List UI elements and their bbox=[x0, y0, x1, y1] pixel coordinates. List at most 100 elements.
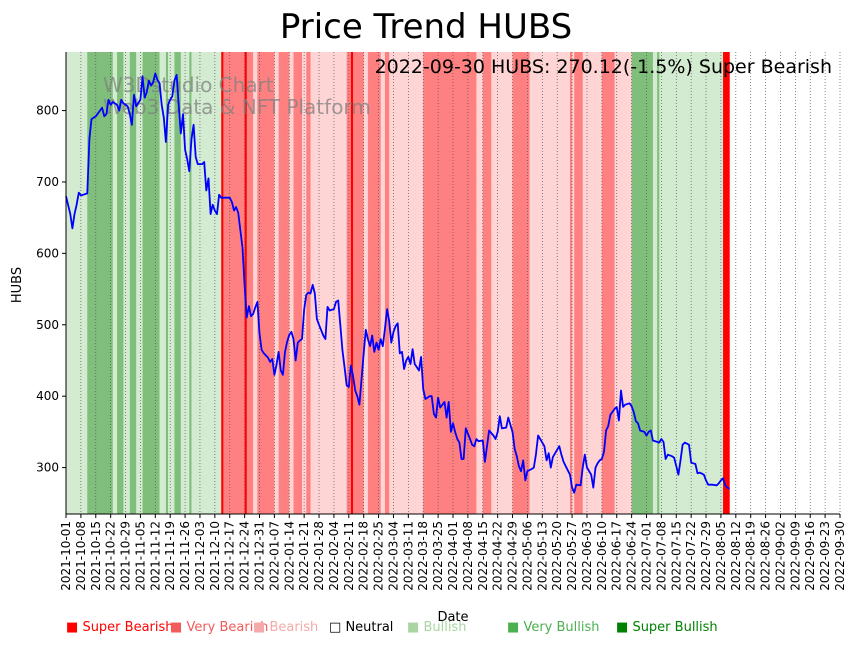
regime-band-bullish bbox=[66, 52, 88, 514]
x-tick-label: 2021-10-22 bbox=[104, 521, 118, 591]
regime-band-bearish bbox=[389, 52, 424, 514]
regime-band-very-bullish bbox=[142, 52, 160, 514]
x-tick-label: 2022-01-14 bbox=[282, 521, 296, 591]
regime-band-bearish bbox=[289, 52, 294, 514]
legend-super-bullish: ■ Super Bullish bbox=[616, 620, 718, 635]
legend-label: Bullish bbox=[423, 620, 467, 635]
regime-band-very-bearish bbox=[512, 52, 530, 514]
regime-band-bullish bbox=[136, 52, 143, 514]
x-tick-label: 2022-03-11 bbox=[401, 521, 415, 591]
x-tick-label: 2021-12-17 bbox=[223, 521, 237, 591]
x-tick-label: 2021-11-12 bbox=[148, 521, 162, 591]
legend-neutral: □ Neutral bbox=[329, 620, 393, 635]
legend-swatch-icon: □ bbox=[329, 620, 342, 635]
x-tick-label: 2022-07-08 bbox=[654, 521, 668, 591]
latest-price-annotation: 2022-09-30 HUBS: 270.12(-1.5%) Super Bea… bbox=[375, 56, 832, 78]
regime-band-bullish bbox=[159, 52, 167, 514]
watermark-line-2: Web3 Data & NFT Platform bbox=[103, 95, 371, 119]
regime-band-very-bearish bbox=[223, 52, 245, 514]
regime-band-bullish bbox=[168, 52, 175, 514]
legend-label: Neutral bbox=[345, 620, 394, 635]
x-tick-label: 2021-12-10 bbox=[208, 521, 222, 591]
x-tick-label: 2022-09-02 bbox=[773, 521, 787, 591]
x-tick-label: 2022-04-22 bbox=[491, 521, 505, 591]
x-tick-label: 2021-11-19 bbox=[163, 521, 177, 591]
regime-band-very-bearish bbox=[423, 52, 477, 514]
x-tick-label: 2022-08-26 bbox=[759, 521, 773, 591]
x-tick-label: 2022-08-05 bbox=[714, 521, 728, 591]
legend-very-bearish: ■ Very Bearish bbox=[170, 620, 268, 635]
legend-swatch-icon: ■ bbox=[253, 620, 266, 635]
x-tick-label: 2022-03-04 bbox=[386, 521, 400, 591]
regime-band-very-bullish bbox=[129, 52, 137, 514]
regime-bands bbox=[66, 52, 730, 514]
x-tick-label: 2022-09-09 bbox=[788, 521, 802, 591]
regime-band-bearish bbox=[529, 52, 571, 514]
legend-very-bullish: ■ Very Bullish bbox=[507, 620, 600, 635]
y-tick-label: 500 bbox=[36, 318, 59, 332]
x-tick-label: 2021-10-08 bbox=[74, 521, 88, 591]
x-tick-label: 2022-03-25 bbox=[431, 521, 445, 591]
regime-band-very-bullish bbox=[117, 52, 124, 514]
regime-band-super-bearish bbox=[350, 52, 354, 514]
chart-title: Price Trend HUBS bbox=[280, 7, 572, 47]
x-tick-label: 2022-06-10 bbox=[595, 521, 609, 591]
regime-band-very-bullish bbox=[174, 52, 182, 514]
y-tick-label: 800 bbox=[36, 104, 59, 118]
x-tick-label: 2022-06-24 bbox=[625, 521, 639, 591]
watermark-line-1: W3Dstudio Chart bbox=[103, 73, 274, 97]
legend-swatch-icon: ■ bbox=[507, 620, 520, 635]
x-tick-label: 2021-10-29 bbox=[119, 521, 133, 591]
x-tick-label: 2022-06-17 bbox=[610, 521, 624, 591]
regime-band-super-bearish bbox=[723, 52, 730, 514]
y-tick-label: 300 bbox=[36, 461, 59, 475]
x-tick-label: 2022-02-04 bbox=[327, 521, 341, 591]
y-axis-ticks: 300 400 500 600 700 800 bbox=[36, 104, 66, 475]
x-tick-label: 2021-10-15 bbox=[89, 521, 103, 591]
x-axis-label: Date bbox=[437, 610, 468, 625]
regime-band-bearish bbox=[476, 52, 484, 514]
x-axis-ticks: 2021-10-01 2021-10-08 2021-10-15 2021-10-22… bbox=[59, 514, 847, 591]
regime-band-bearish bbox=[310, 52, 347, 514]
regime-band-bearish bbox=[491, 52, 513, 514]
legend-label: Very Bearish bbox=[186, 620, 269, 635]
regime-band-super-bearish bbox=[221, 52, 224, 514]
legend-swatch-icon: ■ bbox=[616, 620, 629, 635]
regime-legend: ■ Super Bearish ■ Very Bearish ■ Bearish… bbox=[0, 620, 857, 640]
x-tick-label: 2022-02-11 bbox=[342, 521, 356, 591]
regime-band-very-bearish bbox=[306, 52, 311, 514]
x-tick-label: 2022-09-23 bbox=[818, 521, 832, 591]
x-tick-label: 2022-05-20 bbox=[550, 521, 564, 591]
legend-label: Super Bearish bbox=[82, 620, 174, 635]
regime-band-bullish bbox=[652, 52, 658, 514]
legend-super-bearish: ■ Super Bearish bbox=[66, 620, 174, 635]
regime-band-very-bullish bbox=[87, 52, 114, 514]
legend-swatch-icon: ■ bbox=[407, 620, 420, 635]
price-series-line bbox=[65, 72, 730, 494]
x-tick-label: 2022-08-12 bbox=[729, 521, 743, 591]
x-tick-label: 2021-12-24 bbox=[238, 521, 252, 591]
legend-swatch-icon: ■ bbox=[170, 620, 183, 635]
regime-band-bearish bbox=[363, 52, 369, 514]
x-tick-label: 2022-04-29 bbox=[506, 521, 520, 591]
x-tick-label: 2022-01-21 bbox=[297, 521, 311, 591]
x-tick-label: 2021-12-03 bbox=[193, 521, 207, 591]
regime-band-bullish bbox=[191, 52, 222, 514]
x-tick-label: 2022-05-06 bbox=[520, 521, 534, 591]
x-tick-label: 2022-08-19 bbox=[744, 521, 758, 591]
legend-label: Bearish bbox=[269, 620, 319, 635]
x-tick-label: 2022-02-25 bbox=[372, 521, 386, 591]
y-axis-label: HUBS bbox=[10, 267, 25, 303]
regime-band-very-bullish bbox=[189, 52, 192, 514]
x-tick-label: 2022-01-07 bbox=[267, 521, 281, 591]
x-tick-label: 2022-02-18 bbox=[357, 521, 371, 591]
regime-band-very-bearish bbox=[353, 52, 364, 514]
y-tick-label: 600 bbox=[36, 246, 59, 260]
regime-band-very-bearish bbox=[367, 52, 382, 514]
x-tick-label: 2022-01-28 bbox=[312, 521, 326, 591]
regime-band-very-bearish bbox=[574, 52, 584, 514]
x-tick-label: 2022-04-15 bbox=[476, 521, 490, 591]
x-tick-label: 2022-04-08 bbox=[461, 521, 475, 591]
x-tick-label: 2022-03-18 bbox=[416, 521, 430, 591]
regime-band-bearish bbox=[614, 52, 632, 514]
